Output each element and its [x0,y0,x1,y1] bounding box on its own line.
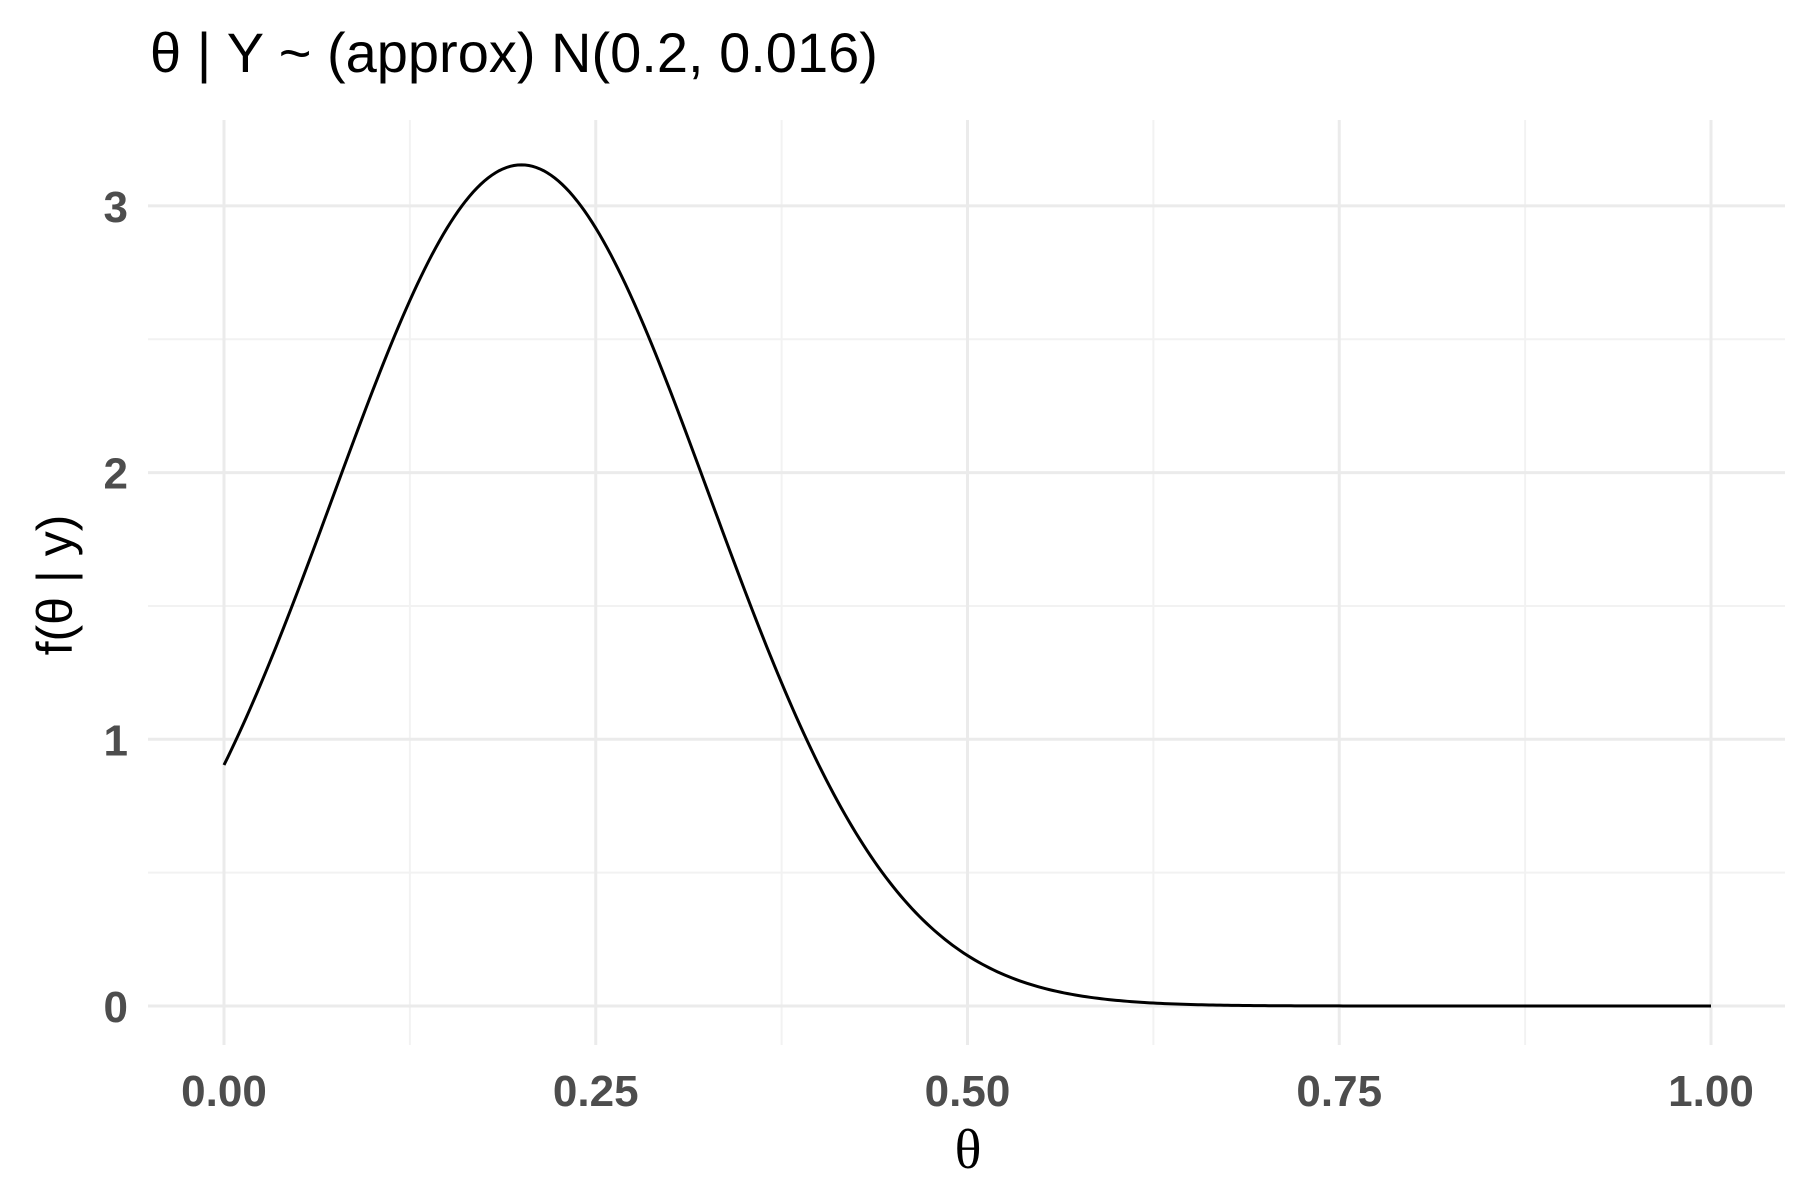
y-tick-label: 1 [104,716,128,765]
x-tick-label: 0.00 [181,1067,267,1116]
y-axis-ticks: 0 1 2 3 [104,183,128,1032]
x-tick-label: 0.75 [1296,1067,1382,1116]
chart-title: θ | Y ~ (approx) N(0.2, 0.016) [150,21,878,84]
x-axis-ticks: 0.00 0.25 0.50 0.75 1.00 [181,1067,1754,1116]
y-tick-label: 3 [104,183,128,232]
x-tick-label: 1.00 [1668,1067,1754,1116]
y-tick-label: 2 [104,450,128,499]
density-curve [222,163,1711,1008]
x-tick-label: 0.50 [925,1067,1011,1116]
x-tick-label: 0.25 [553,1067,639,1116]
y-tick-label: 0 [104,983,128,1032]
y-axis-label: f(θ | y) [27,515,83,656]
major-gridlines [148,120,1785,1045]
x-axis-label: θ [955,1119,982,1181]
